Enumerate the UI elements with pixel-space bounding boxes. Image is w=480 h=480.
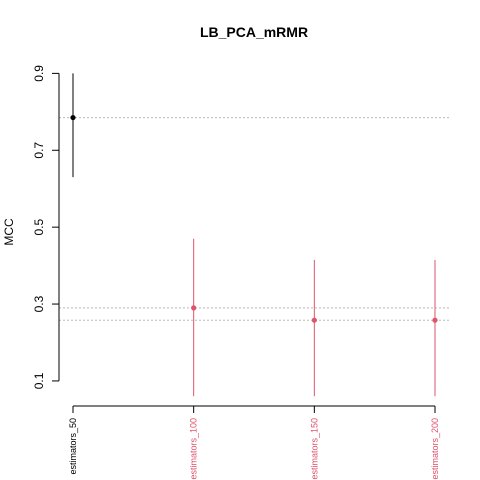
data-point xyxy=(70,114,76,121)
y-tick-label: 0.5 xyxy=(32,218,46,235)
y-axis: 0.1 0.3 0.5 0.7 0.9 xyxy=(32,65,60,389)
data-points xyxy=(70,114,438,323)
y-tick-label: 0.3 xyxy=(32,295,46,312)
y-tick-label: 0.1 xyxy=(32,372,46,389)
y-axis-label: MCC xyxy=(2,218,16,246)
x-axis: estimators_50 estimators_100 estimators_15… xyxy=(68,405,440,480)
y-tick-label: 0.9 xyxy=(32,65,46,82)
x-tick-label: estimators_100 xyxy=(189,418,199,480)
x-tick-label: estimators_50 xyxy=(68,418,78,475)
x-tick-label: estimators_150 xyxy=(309,418,319,480)
x-tick-label: estimators_200 xyxy=(430,418,440,480)
reference-lines xyxy=(59,117,449,321)
y-tick-label: 0.7 xyxy=(32,142,46,159)
data-point xyxy=(432,317,438,323)
data-point xyxy=(191,305,197,311)
data-point xyxy=(311,317,317,323)
error-bars xyxy=(72,73,436,397)
chart-title: LB_PCA_mRMR xyxy=(200,24,308,40)
